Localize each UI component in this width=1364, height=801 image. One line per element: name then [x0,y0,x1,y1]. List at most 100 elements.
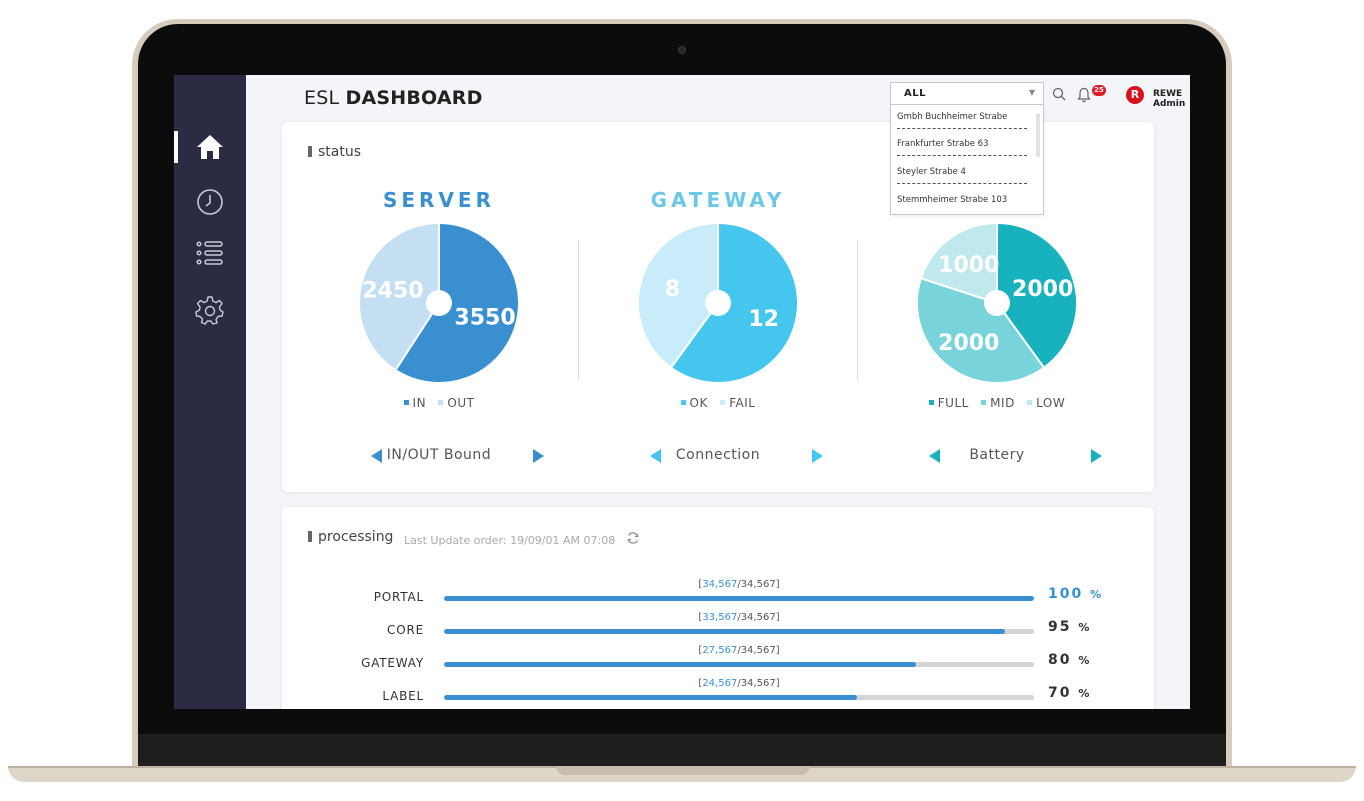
server-pager-label: IN/OUT Bound [386,447,492,463]
pie-slice-low [919,222,998,305]
pie-value-full: 2000 [1012,277,1073,302]
progress-track [444,596,1034,601]
store-option[interactable]: Gmbh Buchheimer Strabe [897,112,1027,129]
next-arrow-icon[interactable] [812,449,823,463]
legend-item-in: IN [403,396,427,410]
next-arrow-icon[interactable] [1091,449,1102,463]
store-select-value: ALL [904,88,926,99]
progress-fill [444,662,916,667]
server-pie-chart: 3550 2450 [359,222,519,384]
refresh-icon[interactable] [626,531,640,545]
bell-icon[interactable] [1077,85,1091,105]
server-pager: IN/OUT Bound [299,444,579,468]
sidebar [174,75,246,709]
search-icon[interactable] [1052,85,1066,105]
legend-item-full: FULL [928,396,969,410]
progress-track [444,662,1034,667]
progress-count: [27,567/34,567] [698,645,780,656]
label-pager-label: Battery [969,447,1025,463]
webcam [678,46,686,54]
pie-slice-out [359,222,440,372]
prev-arrow-icon[interactable] [650,449,661,463]
gateway-pie-chart: 12 8 [638,222,798,384]
pie-slice-mid [917,277,1046,384]
pie-slice-in [394,222,519,384]
pie-center-hole [984,290,1010,316]
progress-done: 24,567 [702,678,738,689]
label-pie-chart: 2000 2000 1000 [917,222,1077,384]
next-arrow-icon[interactable] [533,449,544,463]
gateway-panel: GATEWAY 12 8 OK FAIL Connection [578,122,858,492]
pie-value-fail: 8 [665,277,680,302]
sidebar-item-settings[interactable] [174,290,246,330]
legend-item-mid: MID [981,396,1015,410]
server-title: SERVER [382,188,495,212]
progress-total: 34,567 [740,612,776,623]
progress-row: CORE [33,567/34,567] 95 % [282,612,1154,642]
gateway-pager: Connection [578,444,858,468]
legend-item-ok: OK [680,396,708,410]
pie-center-hole [705,290,731,316]
laptop-notch [556,766,810,775]
laptop-chin [138,734,1226,768]
progress-done: 34,567 [702,579,738,590]
chevron-down-icon: ▼ [1028,88,1035,97]
gateway-pager-label: Connection [675,447,761,463]
progress-percent: 70 % [1048,685,1092,701]
progress-row: PORTAL [34,567/34,567] 100 % [282,579,1154,609]
pie-value-mid: 2000 [938,331,999,356]
gateway-legend: OK FAIL [578,396,858,410]
prev-arrow-icon[interactable] [371,449,382,463]
list-icon [196,241,223,265]
legend-swatch [403,400,409,405]
home-icon [197,135,223,159]
progress-done: 27,567 [702,645,738,656]
legend-item-low: LOW [1027,396,1065,410]
sidebar-item-history[interactable] [174,182,246,222]
store-option[interactable]: Steyler Strabe 4 [897,167,1027,184]
divider [857,240,858,380]
sidebar-item-home[interactable] [174,127,246,167]
progress-total: 34,567 [740,678,776,689]
prev-arrow-icon[interactable] [929,449,940,463]
store-option[interactable]: Frankfurter Strabe 63 [897,139,1027,156]
page-title: ESL DASHBOARD [304,87,483,109]
label-legend: FULL MID LOW [857,396,1137,410]
pie-value-in: 3550 [454,306,515,331]
progress-percent: 95 % [1048,619,1092,635]
top-header: ESL DASHBOARD ALL ▼ Gmbh Buchheimer Stra… [246,75,1190,215]
legend-swatch [680,400,686,405]
divider [578,240,579,380]
progress-total: 34,567 [740,579,776,590]
legend-swatch [720,400,726,405]
legend-item-fail: FAIL [720,396,755,410]
sidebar-item-list[interactable] [174,233,246,273]
legend-swatch [1027,400,1033,405]
dropdown-scrollbar[interactable] [1036,113,1040,157]
store-dropdown-list[interactable]: Gmbh Buchheimer Strabe Frankfurter Strab… [890,105,1044,215]
progress-row: LABEL [24,567/34,567] 70 % [282,678,1154,708]
progress-track [444,695,1034,700]
store-select[interactable]: ALL ▼ [890,82,1044,105]
progress-count: [24,567/34,567] [698,678,780,689]
screen: ESL DASHBOARD ALL ▼ Gmbh Buchheimer Stra… [174,75,1190,709]
progress-total: 34,567 [740,645,776,656]
user-menu[interactable]: REWE Admin [1153,89,1186,109]
progress-percent: 80 % [1048,652,1092,668]
last-update-text: Last Update order: 19/09/01 AM 07:08 [404,534,616,547]
status-card: status SERVER 3550 2450 IN OUT IN/OUT Bou… [282,122,1154,492]
progress-track [444,629,1034,634]
label-pager: Battery [857,444,1137,468]
processing-card: processing Last Update order: 19/09/01 A… [282,507,1154,709]
gateway-title: GATEWAY [650,188,786,212]
pie-center-hole [426,290,452,316]
progress-row: GATEWAY [27,567/34,567] 80 % [282,645,1154,675]
store-option[interactable]: Stemmheimer Strabe 103 [897,195,1008,205]
progress-percent: 100 % [1048,586,1104,602]
progress-count: [34,567/34,567] [698,579,780,590]
progress-fill [444,629,1005,634]
server-legend: IN OUT [299,396,579,410]
notification-badge: 25 [1092,85,1106,96]
progress-label: LABEL [382,689,424,703]
legend-swatch [928,400,934,405]
